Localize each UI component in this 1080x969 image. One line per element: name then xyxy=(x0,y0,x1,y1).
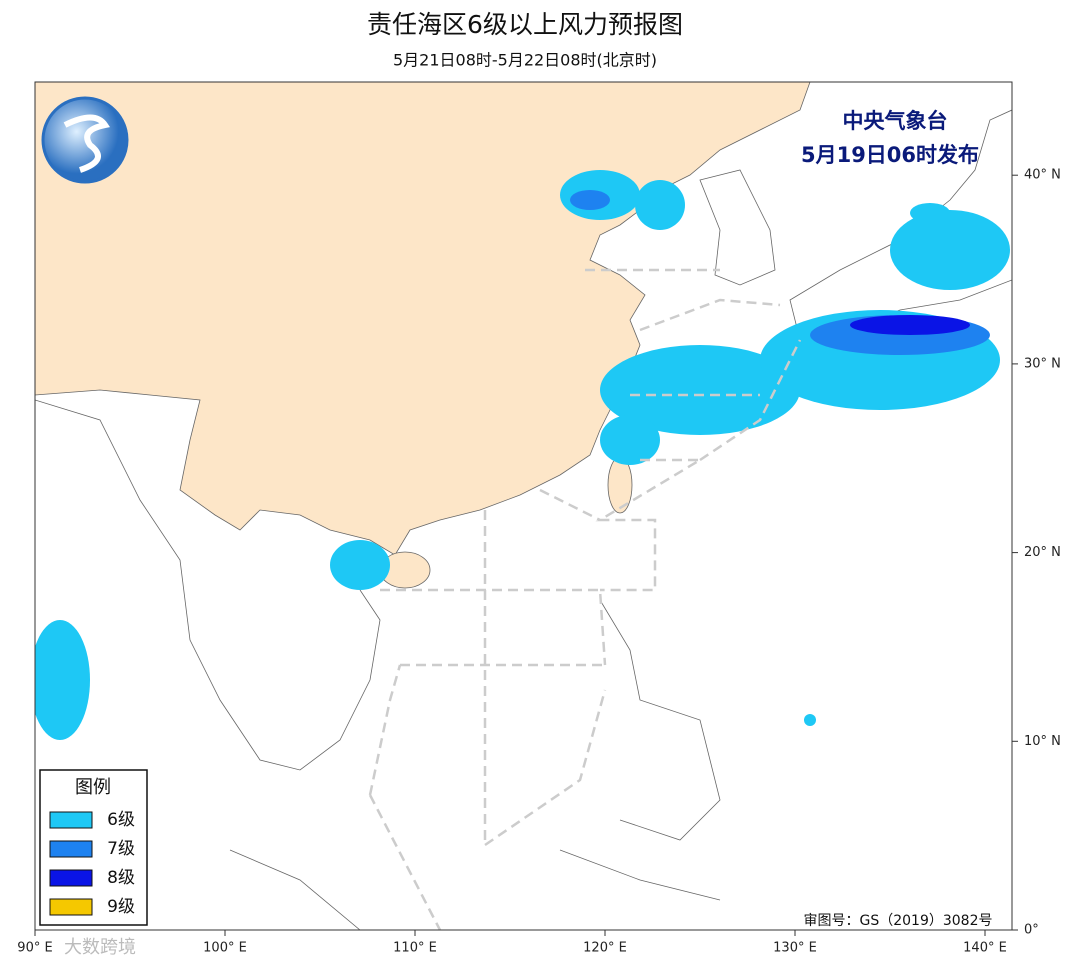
map-body xyxy=(35,82,1012,930)
legend-label: 9级 xyxy=(107,897,135,917)
lat-tick-label: 40° N xyxy=(1024,168,1061,183)
wind-area xyxy=(850,315,970,335)
issue-time: 5月19日06时发布 xyxy=(801,143,979,167)
wind-area xyxy=(330,540,390,590)
lon-tick-label: 140° E xyxy=(963,941,1007,956)
title: 责任海区6级以上风力预报图 xyxy=(367,10,683,39)
lat-tick-label: 10° N xyxy=(1024,734,1061,749)
legend-label: 7级 xyxy=(107,839,135,859)
legend-title: 图例 xyxy=(75,777,111,798)
lon-tick-label: 90° E xyxy=(17,941,52,956)
lat-tick-label: 30° N xyxy=(1024,356,1061,371)
legend-swatch xyxy=(49,898,93,916)
logo-mark xyxy=(63,114,110,173)
legend-swatch xyxy=(49,840,93,858)
lat-tick-label: 0° xyxy=(1024,923,1039,938)
wind-area xyxy=(635,180,685,230)
ticks: 90° E 100° E 110° E 120° E 130° E 140° E 0° 10°… xyxy=(17,168,1061,956)
wind-area xyxy=(804,714,816,726)
legend-swatch xyxy=(49,869,93,887)
lon-tick-label: 130° E xyxy=(773,941,817,956)
legend: 图例 6级 7级 8级 9级 xyxy=(39,769,148,926)
lon-tick-label: 110° E xyxy=(393,941,437,956)
legend-swatch xyxy=(49,811,93,829)
wind-area xyxy=(570,190,610,210)
southeast-asia xyxy=(35,399,721,930)
taiwan xyxy=(607,456,633,514)
lat-tick-label: 20° N xyxy=(1024,545,1061,560)
wind-areas xyxy=(35,170,1010,740)
lon-tick-label: 100° E xyxy=(203,941,247,956)
map-frame xyxy=(34,81,1013,931)
lon-tick-label: 120° E xyxy=(583,941,627,956)
legend-label: 8级 xyxy=(107,868,135,888)
wind-area xyxy=(910,203,950,223)
wind-area xyxy=(600,345,800,435)
review-number: 审图号：GS（2019）3082号 xyxy=(804,913,993,929)
legend-label: 6级 xyxy=(107,810,135,830)
issuer-name: 中央气象台 xyxy=(843,109,948,133)
korea xyxy=(699,169,776,286)
wind-area xyxy=(600,415,660,465)
subtitle: 5月21日08时-5月22日08时(北京时) xyxy=(393,51,657,70)
sea-area-boundaries xyxy=(368,268,802,930)
wind-area xyxy=(35,620,90,740)
wind-area xyxy=(890,210,1010,290)
watermark: 大数跨境 xyxy=(64,937,136,958)
